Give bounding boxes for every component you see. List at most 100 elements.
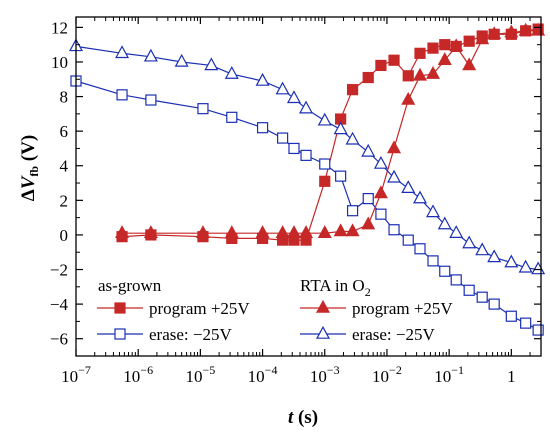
series-3-point	[412, 190, 428, 204]
legend-marker	[315, 325, 331, 339]
series-2-point	[224, 225, 239, 238]
series-1-point	[388, 224, 400, 236]
series-0-point	[402, 70, 414, 82]
series-3-point	[518, 259, 533, 273]
series-3-point	[174, 53, 189, 67]
series-1-point	[346, 205, 359, 217]
series-1-point	[197, 103, 209, 115]
x-tick-label: 10−6	[123, 363, 153, 386]
series-1-point	[226, 111, 238, 123]
series-3-point	[462, 235, 477, 249]
legend-label: erase: −25V	[352, 325, 435, 344]
series-3-point	[255, 72, 270, 86]
series-2-point	[195, 225, 210, 238]
series-3-point	[361, 143, 376, 157]
series-1-point	[439, 265, 451, 277]
series-3-point	[531, 261, 546, 275]
y-tick-label: −6	[50, 330, 68, 349]
x-tick-label: 10−3	[310, 363, 340, 386]
y-tick-label: 4	[60, 157, 69, 176]
series-1-point	[414, 243, 426, 255]
series-3-point	[317, 112, 332, 126]
x-tick-label: 10−5	[185, 363, 215, 386]
legend: as-grown RTA in O2 program +25V erase: −2…	[97, 276, 453, 344]
series-2-point	[275, 225, 290, 238]
series-0-point	[414, 47, 426, 59]
y-tick-label: 0	[60, 226, 69, 245]
series-3-point	[475, 242, 490, 256]
series-1-point	[145, 94, 157, 106]
series-2-point	[412, 67, 428, 81]
series-0-point	[362, 71, 374, 84]
series-3-point	[487, 249, 502, 263]
x-tick-label: 10−7	[61, 363, 91, 386]
series-0-point	[427, 42, 439, 54]
series-1-point	[476, 291, 488, 303]
series-1-point	[116, 89, 128, 101]
series-2-point	[475, 31, 490, 45]
x-tick-label: 1	[507, 367, 516, 386]
legend-group-as-grown: as-grown	[98, 276, 162, 295]
legend-label: program +25V	[352, 299, 453, 318]
series-1-point	[488, 298, 500, 310]
series-1-point	[375, 208, 387, 220]
tick-marks	[75, 17, 542, 356]
legend-marker	[114, 328, 126, 340]
series-3-point	[286, 90, 301, 104]
series-2-point	[401, 91, 416, 105]
series-2-point	[373, 185, 388, 199]
series-3-point	[401, 180, 416, 194]
legend-group-rta: RTA in O2	[300, 276, 371, 299]
series-3-point	[373, 155, 388, 169]
series-2-point	[361, 216, 376, 230]
legend-marker	[315, 299, 331, 313]
series-3-point	[224, 66, 239, 79]
series-3-point	[449, 225, 464, 238]
series-1-point	[288, 142, 300, 155]
y-tick-label: −4	[50, 295, 69, 314]
series-2-point	[115, 225, 130, 238]
series-1-point	[402, 234, 414, 246]
tick-labels: 10−7 10−6 10−5 10−4 10−3 10−2 10−1 1 −6 −4 −2 0 2 4 6 8…	[50, 18, 516, 386]
series-0-point	[439, 39, 451, 51]
y-tick-label: −2	[50, 261, 68, 280]
series-1-point	[335, 170, 347, 182]
series-2-point	[425, 66, 441, 79]
x-tick-label: 10−1	[434, 363, 464, 386]
series-0-point	[319, 175, 331, 187]
series-1-point	[362, 193, 374, 205]
y-tick-label: 8	[60, 88, 69, 107]
series-2-point	[143, 225, 158, 238]
series-3-point	[275, 81, 290, 95]
legend-marker	[114, 302, 126, 314]
axes	[75, 16, 542, 357]
series-2-point	[255, 225, 270, 238]
series-3-point	[504, 254, 519, 268]
series-2-point	[504, 24, 519, 38]
legend-label: erase: −25V	[149, 325, 232, 344]
series-0-point	[375, 59, 387, 72]
series-0-point	[463, 35, 475, 47]
series-1-point	[450, 274, 462, 286]
x-tick-label: 10−4	[248, 363, 278, 386]
series-2-point	[487, 26, 502, 40]
series-1-point	[427, 255, 439, 267]
series-3-point	[333, 121, 348, 135]
series-2-point	[462, 57, 477, 71]
series-3-point	[425, 204, 441, 218]
series-3-point	[387, 169, 402, 183]
series-2-point	[286, 225, 301, 238]
y-tick-label: 10	[51, 53, 68, 72]
series-3-point	[143, 48, 158, 62]
series-1-point	[277, 132, 289, 144]
series-2-point	[518, 22, 533, 36]
y-tick-label: 12	[51, 18, 68, 37]
y-tick-label: 2	[60, 191, 69, 210]
series-0-point	[346, 84, 359, 96]
series-3-point	[115, 45, 130, 59]
series-2-point	[317, 225, 332, 238]
series-2-point	[299, 225, 314, 238]
series-2-point	[437, 52, 452, 66]
series-3-point	[299, 100, 314, 114]
series-3-point	[204, 57, 219, 71]
